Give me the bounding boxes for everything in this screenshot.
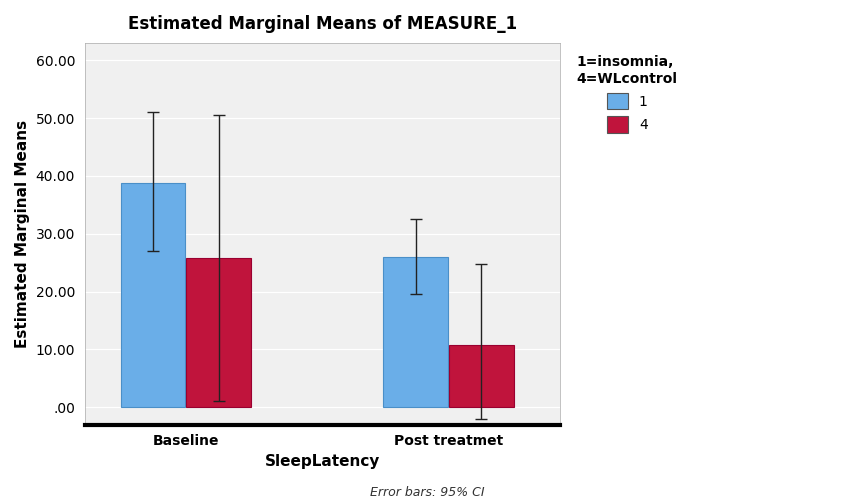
X-axis label: SleepLatency: SleepLatency xyxy=(264,454,380,469)
Title: Estimated Marginal Means of MEASURE_1: Estimated Marginal Means of MEASURE_1 xyxy=(127,15,516,33)
Bar xyxy=(120,183,185,407)
Y-axis label: Estimated Marginal Means: Estimated Marginal Means xyxy=(15,119,30,348)
Text: Error bars: 95% CI: Error bars: 95% CI xyxy=(369,486,484,499)
Bar xyxy=(449,345,513,407)
Legend: 1, 4: 1, 4 xyxy=(571,50,682,139)
Bar xyxy=(383,257,448,407)
Bar xyxy=(186,258,251,407)
